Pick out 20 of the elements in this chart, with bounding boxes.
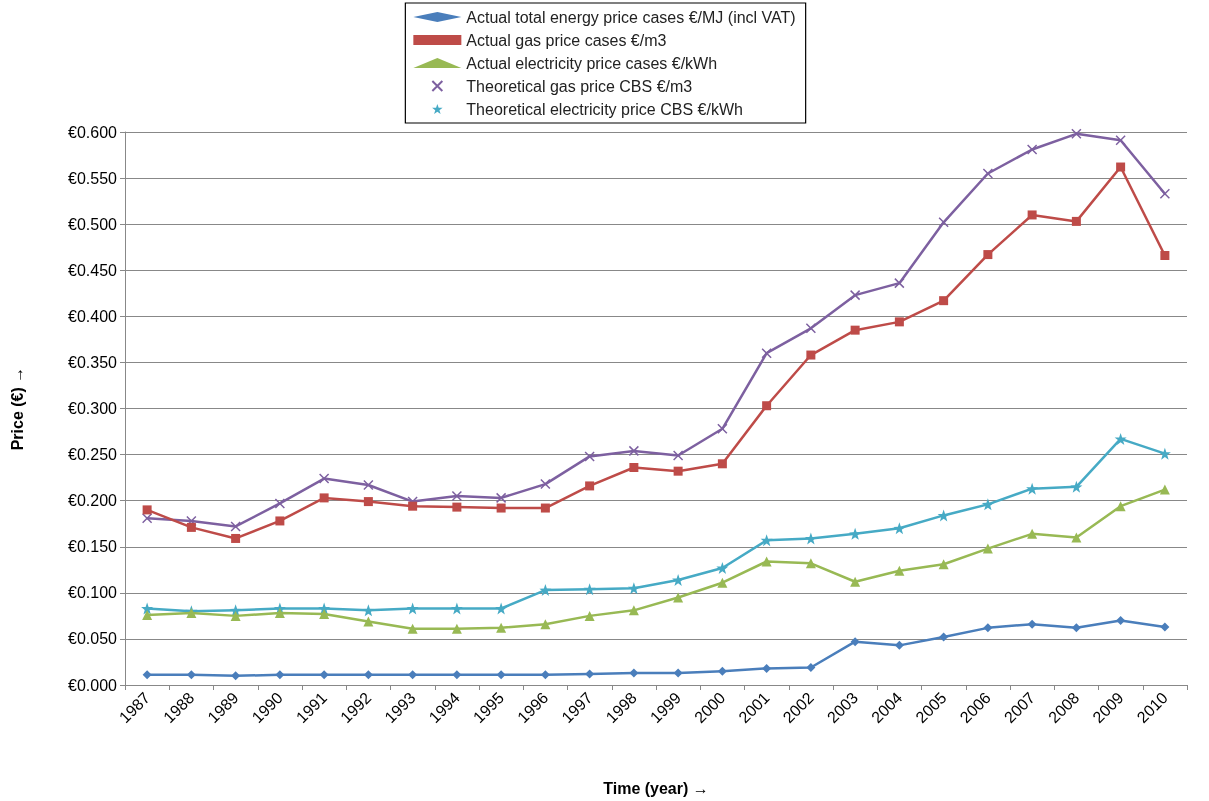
y-tick-label: €0.600	[68, 123, 118, 141]
y-tick-label: €0.400	[68, 307, 118, 325]
y-tick-label: €0.550	[68, 169, 118, 187]
y-tick-label: €0.050	[68, 630, 118, 648]
legend-label: Actual total energy price cases €/MJ (incl VAT)	[466, 8, 796, 26]
y-axis-title: Price (€) →	[8, 366, 26, 451]
y-tick-label: €0.250	[68, 446, 118, 464]
y-tick-label: €0.000	[68, 676, 118, 694]
y-tick-label: €0.150	[68, 538, 118, 556]
legend-label: Actual gas price cases €/m3	[466, 31, 667, 49]
y-tick-label: €0.300	[68, 400, 118, 417]
y-tick-label: €0.100	[68, 584, 118, 602]
x-axis-title: Time (year) →	[603, 779, 709, 797]
y-tick-label: €0.200	[68, 492, 118, 510]
legend-label: Theoretical electricity price CBS €/kWh	[466, 100, 743, 118]
y-tick-label: €0.500	[68, 215, 118, 233]
y-tick-label: €0.450	[68, 261, 118, 279]
legend-label: Actual electricity price cases €/kWh	[466, 54, 718, 72]
y-tick-label: €0.350	[68, 353, 118, 371]
legend-label: Theoretical gas price CBS €/m3	[466, 77, 693, 95]
